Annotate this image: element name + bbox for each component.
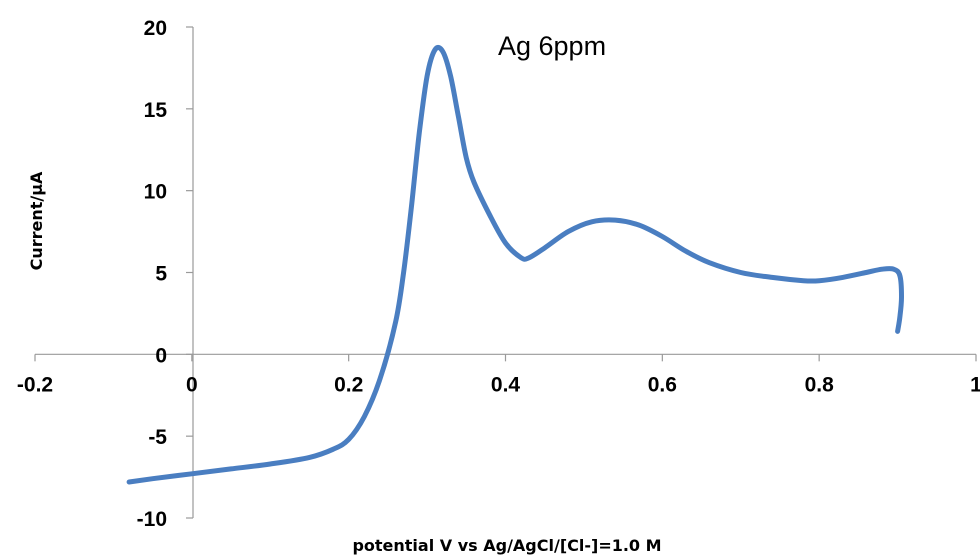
- y-tick-label: 20: [144, 17, 167, 40]
- y-tick-label: 0: [155, 344, 167, 367]
- y-tick-label: 10: [144, 181, 167, 204]
- x-tick-label: 0.6: [648, 373, 677, 396]
- x-axis-label: potential V vs Ag/AgCl/[Cl-]=1.0 M: [352, 536, 661, 555]
- y-axis-label: Current/µA: [27, 171, 46, 270]
- y-tick-label: 5: [155, 263, 167, 286]
- x-tick-label: 0.8: [805, 373, 835, 396]
- x-tick-label: 0: [186, 373, 198, 396]
- tick-labels: -0.2 0 0.2 0.4 0.6 0.8 1 -10 -5 0 5 10 15 20: [17, 17, 980, 531]
- series-layer: [126, 44, 904, 485]
- x-tick-label: -0.2: [17, 373, 53, 396]
- y-tick-label: -10: [137, 508, 167, 531]
- y-tick-label: -5: [148, 426, 167, 449]
- x-tick-label: 1: [970, 373, 980, 396]
- axes: [34, 26, 977, 519]
- series-line: [126, 44, 904, 485]
- annotation-label: Ag 6ppm: [498, 31, 606, 61]
- x-tick-label: 0.4: [491, 373, 521, 396]
- y-tick-label: 15: [144, 99, 168, 122]
- x-tick-label: 0.2: [334, 373, 363, 396]
